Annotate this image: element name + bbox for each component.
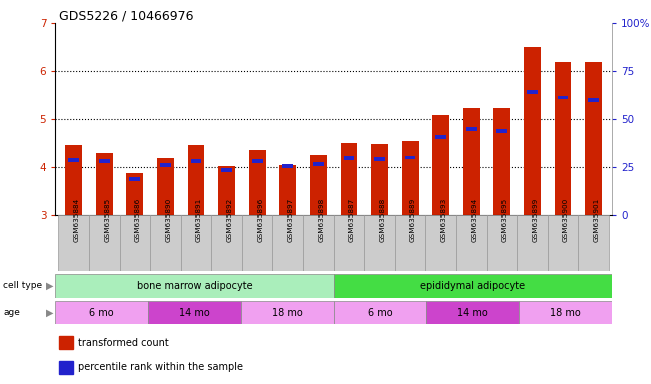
Bar	[578, 215, 609, 271]
Bar	[126, 173, 143, 215]
Bar	[402, 141, 419, 215]
Bar	[493, 109, 510, 215]
Text: GSM635900: GSM635900	[563, 197, 569, 242]
Bar	[426, 301, 519, 324]
Bar	[191, 159, 201, 163]
Bar	[96, 153, 113, 215]
Bar	[333, 274, 612, 298]
Text: GDS5226 / 10466976: GDS5226 / 10466976	[59, 10, 193, 23]
Bar	[242, 215, 273, 271]
Bar	[524, 47, 541, 215]
Bar	[55, 274, 333, 298]
Text: GSM635892: GSM635892	[227, 197, 232, 242]
Text: GSM635896: GSM635896	[257, 197, 263, 242]
Text: ▶: ▶	[46, 281, 53, 291]
Text: GSM635891: GSM635891	[196, 197, 202, 242]
Text: GSM635898: GSM635898	[318, 197, 324, 242]
Bar	[547, 215, 578, 271]
Text: 18 mo: 18 mo	[550, 308, 581, 318]
Bar	[585, 63, 602, 215]
Bar	[425, 215, 456, 271]
Bar	[395, 215, 425, 271]
Bar	[364, 215, 395, 271]
Bar	[371, 144, 388, 215]
Bar	[68, 158, 79, 162]
Text: transformed count: transformed count	[78, 338, 169, 348]
Bar	[279, 165, 296, 215]
Text: ▶: ▶	[46, 308, 53, 318]
Bar	[249, 150, 266, 215]
Text: age: age	[3, 308, 20, 317]
Bar	[181, 215, 212, 271]
Bar	[212, 215, 242, 271]
Text: GSM635893: GSM635893	[441, 197, 447, 242]
Bar	[333, 215, 364, 271]
Bar	[187, 146, 204, 215]
Text: GSM635894: GSM635894	[471, 197, 477, 242]
Bar	[333, 301, 426, 324]
Bar	[527, 90, 538, 94]
Bar	[55, 301, 148, 324]
Bar	[405, 156, 415, 159]
Bar	[456, 215, 486, 271]
Bar	[374, 157, 385, 161]
Bar	[519, 301, 612, 324]
Text: GSM635895: GSM635895	[502, 197, 508, 242]
Bar	[555, 63, 572, 215]
Bar	[130, 177, 140, 181]
Bar	[65, 146, 82, 215]
Text: cell type: cell type	[3, 281, 42, 290]
Text: GSM635888: GSM635888	[380, 197, 385, 242]
Text: 14 mo: 14 mo	[458, 308, 488, 318]
Bar	[241, 301, 333, 324]
Bar	[436, 136, 446, 139]
Text: bone marrow adipocyte: bone marrow adipocyte	[137, 281, 253, 291]
Bar	[252, 159, 262, 163]
Bar	[148, 301, 241, 324]
Text: GSM635889: GSM635889	[410, 197, 416, 242]
Bar	[486, 215, 517, 271]
Text: GSM635890: GSM635890	[165, 197, 171, 242]
Bar	[218, 166, 235, 215]
Text: 6 mo: 6 mo	[368, 308, 393, 318]
Bar	[497, 129, 507, 133]
Bar	[344, 157, 354, 161]
Bar	[310, 155, 327, 215]
Bar	[120, 215, 150, 271]
Bar	[221, 169, 232, 172]
Bar	[59, 215, 89, 271]
Text: GSM635899: GSM635899	[533, 197, 538, 242]
Bar	[589, 98, 599, 102]
Bar	[313, 162, 324, 166]
Text: GSM635897: GSM635897	[288, 197, 294, 242]
Bar	[283, 164, 293, 168]
Bar	[89, 215, 120, 271]
Bar	[463, 109, 480, 215]
Bar	[150, 215, 181, 271]
Text: percentile rank within the sample: percentile rank within the sample	[78, 362, 243, 372]
Text: GSM635887: GSM635887	[349, 197, 355, 242]
Text: GSM635884: GSM635884	[74, 197, 79, 242]
Text: GSM635885: GSM635885	[104, 197, 110, 242]
Bar	[99, 159, 109, 163]
Text: 18 mo: 18 mo	[272, 308, 303, 318]
Text: GSM635901: GSM635901	[594, 197, 600, 242]
Bar	[160, 163, 171, 167]
Bar	[303, 215, 333, 271]
Bar	[432, 115, 449, 215]
Text: 14 mo: 14 mo	[179, 308, 210, 318]
Text: epididymal adipocyte: epididymal adipocyte	[421, 281, 525, 291]
Bar	[466, 127, 477, 131]
Text: GSM635886: GSM635886	[135, 197, 141, 242]
Bar	[157, 159, 174, 215]
Bar	[558, 96, 568, 99]
Text: 6 mo: 6 mo	[89, 308, 114, 318]
Bar	[273, 215, 303, 271]
Bar	[340, 143, 357, 215]
Bar	[517, 215, 547, 271]
